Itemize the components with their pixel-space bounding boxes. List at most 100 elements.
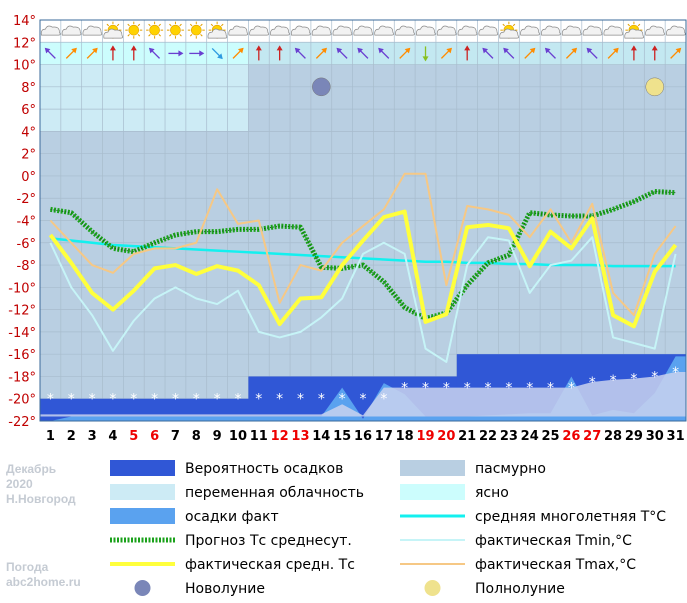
wind-arrow-head	[217, 53, 223, 60]
y-tick-label: -12°	[8, 304, 36, 319]
sky-icon-cloud	[561, 25, 582, 36]
legend-swatch	[400, 484, 465, 500]
snow-marker: *	[214, 392, 221, 408]
sun-ray	[158, 23, 161, 27]
x-tick-label: 17	[375, 429, 393, 444]
legend-item-overcast: пасмурно	[400, 460, 546, 477]
wind-arrow-icon	[422, 46, 429, 62]
new-moon-icon	[312, 77, 331, 97]
y-tick-label: -14°	[8, 326, 36, 341]
x-tick-label: 6	[150, 429, 159, 444]
wind-arrow-icon	[357, 47, 369, 59]
wind-arrow-head	[503, 47, 509, 54]
legend-item-variable: переменная облачность	[110, 484, 364, 501]
wind-arrow-head	[630, 45, 637, 51]
sky-icon-cloud	[332, 25, 353, 36]
sky-icon-cloud	[582, 25, 603, 36]
wind-arrow-head	[544, 47, 551, 54]
sun-icon	[190, 24, 202, 36]
y-tick-label: 6°	[21, 103, 36, 118]
wind-arrow-icon	[565, 47, 578, 59]
sky-icon-cloud	[520, 25, 540, 36]
legend-label: Полнолуние	[475, 581, 565, 597]
legend-item-fact_max: фактическая Tmax,°C	[400, 557, 636, 573]
wind-arrow-icon	[336, 47, 348, 59]
wind-arrow-head	[464, 45, 471, 51]
snow-marker: *	[255, 392, 262, 408]
wind-arrow-head	[109, 45, 116, 51]
y-tick-label: -20°	[8, 393, 36, 408]
sun-ray	[127, 23, 130, 27]
cloud-icon	[103, 28, 124, 39]
x-tick-label: 19	[416, 429, 434, 444]
wind-arrow-icon	[86, 47, 98, 59]
cloud-icon	[353, 25, 374, 36]
legend-swatch	[110, 460, 175, 476]
legend-label: Вероятность осадков	[185, 461, 343, 477]
legend-label: пасмурно	[475, 461, 546, 477]
legend-item-forecast: Прогноз Тс среднесут.	[110, 533, 352, 549]
cloud-icon	[666, 25, 686, 36]
sun-ray	[148, 23, 151, 27]
x-tick-label: 25	[542, 429, 560, 444]
cloud-icon	[645, 25, 665, 36]
x-tick-label: 29	[625, 429, 643, 444]
cloud-icon	[416, 25, 436, 36]
sun-ray	[627, 23, 631, 27]
sky-icon-sun	[146, 21, 164, 39]
legend-item-fact_avg: фактическая средн. Тс	[110, 557, 355, 573]
snow-marker: *	[568, 381, 575, 397]
plot-frame	[39, 19, 687, 422]
wind-arrow-icon	[378, 47, 390, 59]
legend-item-mean_climate: средняя многолетняя T°C	[400, 509, 666, 525]
new-moon-icon-disc	[312, 77, 331, 97]
sky-icon-sun	[125, 21, 143, 39]
y-tick-label: -22°	[8, 415, 36, 430]
snow-marker: *	[193, 392, 200, 408]
snow-marker: *	[443, 381, 450, 397]
sky-icon-sun-cloud	[499, 21, 520, 39]
snow-marker: *	[505, 381, 512, 397]
wind-arrow-head	[446, 47, 453, 54]
x-tick-label: 27	[583, 429, 601, 444]
x-tick-label: 1	[46, 429, 55, 444]
wind-arrow-head	[482, 47, 489, 54]
legend-item-precip_fact: осадки факт	[110, 508, 279, 525]
sun-ray	[169, 34, 172, 37]
sun-ray	[189, 23, 193, 27]
sky-icon-cloud	[270, 25, 290, 36]
x-tick-label: 10	[229, 429, 247, 444]
sky-icon-cloud	[541, 25, 561, 36]
sun-icon	[128, 24, 140, 36]
wind-arrow-head	[378, 47, 384, 54]
sky-icon-cloud	[603, 25, 624, 36]
legend-label: средняя многолетняя T°C	[475, 509, 666, 525]
cloud-icon	[603, 25, 624, 36]
wind-arrow-icon	[276, 45, 283, 61]
x-tick-label: 9	[213, 429, 222, 444]
wind-arrow-icon	[168, 50, 184, 57]
snow-marker: *	[172, 392, 179, 408]
sun-ray	[158, 34, 161, 37]
cloud-icon	[436, 25, 457, 36]
side-city: Н.Новгород	[6, 492, 76, 506]
wind-arrow-head	[130, 45, 137, 51]
wind-arrow-icon	[586, 47, 598, 59]
cloud-icon	[520, 25, 540, 36]
sky-icon-cloud	[395, 25, 415, 36]
x-tick-label: 24	[521, 429, 539, 444]
x-tick-label: 26	[562, 429, 580, 444]
sky-icon-cloud	[311, 25, 332, 36]
sky-icon-sun-cloud	[207, 21, 228, 39]
site-info: Погода abc2home.ru	[6, 560, 81, 590]
legend-swatch	[110, 484, 175, 500]
y-tick-label: 8°	[21, 81, 36, 96]
sun-ray	[502, 23, 505, 27]
wind-arrow-icon	[544, 47, 556, 59]
cloud-icon	[61, 25, 82, 36]
wind-arrow-head	[404, 47, 411, 54]
snow-marker: *	[526, 381, 533, 397]
sky-icon-sun	[166, 21, 184, 39]
x-tick-label: 11	[250, 429, 268, 444]
cloud-icon	[624, 28, 645, 39]
